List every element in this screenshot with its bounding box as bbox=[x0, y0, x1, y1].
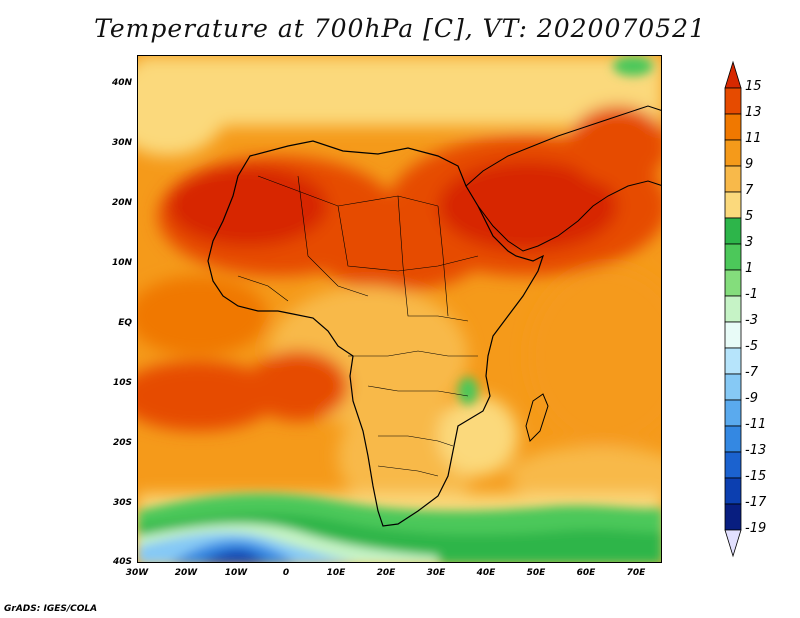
colorbar-segment bbox=[724, 217, 742, 245]
colorbar-segment bbox=[724, 139, 742, 167]
lon-label-20w: 20W bbox=[174, 568, 198, 578]
madagascar bbox=[525, 393, 549, 442]
colorbar-label: -5 bbox=[745, 339, 758, 354]
lat-label-40s: 40S bbox=[112, 557, 132, 567]
colorbar-label: -9 bbox=[745, 391, 758, 406]
lon-label-30e: 30E bbox=[426, 568, 446, 578]
colorbar-segment bbox=[724, 425, 742, 453]
colorbar-bottom-arrow bbox=[724, 529, 742, 558]
colorbar-segment bbox=[724, 373, 742, 401]
colorbar-label: -11 bbox=[745, 417, 767, 432]
lon-label-50e: 50E bbox=[526, 568, 546, 578]
colorbar-label: 15 bbox=[745, 79, 762, 94]
lat-label-30n: 30N bbox=[111, 138, 132, 148]
colorbar-label: -13 bbox=[745, 443, 767, 458]
lon-label-30w: 30W bbox=[125, 568, 149, 578]
country-borders bbox=[237, 175, 479, 477]
lon-label-70e: 70E bbox=[626, 568, 646, 578]
lat-label-10s: 10S bbox=[112, 378, 132, 388]
colorbar-label: -17 bbox=[745, 495, 767, 510]
credit-text: GrADS: IGES/COLA bbox=[4, 604, 98, 614]
temperature-field bbox=[138, 56, 661, 562]
colorbar-segment bbox=[724, 295, 742, 323]
lat-label-40n: 40N bbox=[111, 78, 132, 88]
colorbar-segment bbox=[724, 477, 742, 505]
colorbar-label: 1 bbox=[745, 261, 754, 276]
colorbar-label: 13 bbox=[745, 105, 762, 120]
colorbar-segment bbox=[724, 347, 742, 375]
arabia-coastline bbox=[465, 105, 661, 252]
colorbar-label: 11 bbox=[745, 131, 762, 146]
lon-label-10e: 10E bbox=[326, 568, 346, 578]
colorbar-segment bbox=[724, 321, 742, 349]
lat-label-30s: 30S bbox=[112, 498, 132, 508]
colorbar-segment bbox=[724, 191, 742, 219]
colorbar-segment bbox=[724, 87, 742, 115]
colorbar-segment bbox=[724, 165, 742, 193]
lon-label-10w: 10W bbox=[224, 568, 248, 578]
colorbar-label: 9 bbox=[745, 157, 754, 172]
colorbar-segment bbox=[724, 399, 742, 427]
colorbar-segment bbox=[724, 113, 742, 141]
colorbar-label: -19 bbox=[745, 521, 767, 536]
lon-label-0: 0 bbox=[282, 568, 290, 578]
colorbar-label: -1 bbox=[745, 287, 758, 302]
colorbar-label: -15 bbox=[745, 469, 767, 484]
lat-label-20s: 20S bbox=[112, 438, 132, 448]
colorbar-label: -7 bbox=[745, 365, 758, 380]
colorbar-segment bbox=[724, 269, 742, 297]
colorbar-segment bbox=[724, 503, 742, 531]
colorbar-segment bbox=[724, 451, 742, 479]
colorbar-label: 5 bbox=[745, 209, 754, 224]
lon-label-40e: 40E bbox=[476, 568, 496, 578]
colorbar bbox=[724, 60, 742, 558]
colorbar-label: 3 bbox=[745, 235, 754, 250]
colorbar-label: -3 bbox=[745, 313, 758, 328]
africa-coastline bbox=[207, 140, 545, 527]
lat-label-20n: 20N bbox=[111, 198, 132, 208]
lon-label-20e: 20E bbox=[376, 568, 396, 578]
lat-label-10n: 10N bbox=[111, 258, 132, 268]
colorbar-segment bbox=[724, 243, 742, 271]
lon-label-60e: 60E bbox=[576, 568, 596, 578]
map-title: Temperature at 700hPa [C], VT: 202007052… bbox=[94, 14, 706, 43]
colorbar-label: 7 bbox=[745, 183, 754, 198]
colorbar-top-arrow bbox=[724, 60, 742, 89]
lat-label-eq: EQ bbox=[118, 318, 132, 328]
temperature-map bbox=[137, 55, 662, 563]
